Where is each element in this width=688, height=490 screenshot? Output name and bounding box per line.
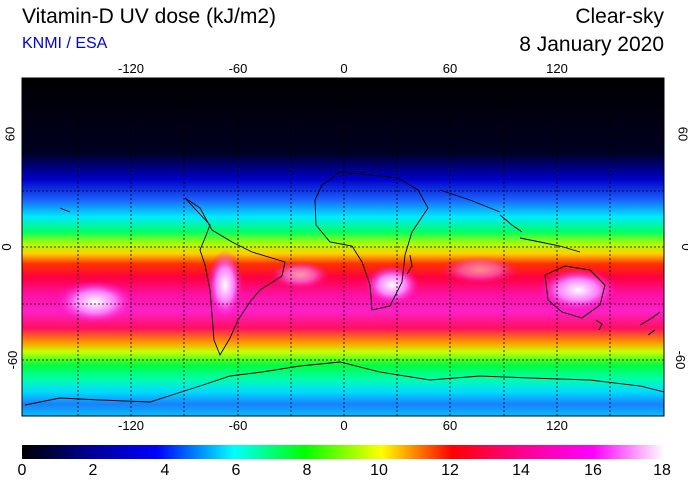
colorbar-label: 18 (653, 462, 671, 479)
colorbar-label: 4 (160, 462, 170, 479)
lat-tick-left: -60 (4, 350, 20, 370)
uv-dose-field (22, 78, 664, 416)
date-label: 8 January 2020 (519, 33, 664, 56)
lon-tick-top: -120 (117, 61, 145, 76)
map-frame (21, 77, 665, 417)
colorbar (22, 445, 664, 459)
lat-tick-left: 60 (2, 126, 18, 142)
lon-tick-bottom: -120 (117, 418, 145, 433)
credit-label: KNMI / ESA (22, 35, 108, 52)
lat-tick-right: 0 (679, 243, 688, 250)
colorbar-label: 10 (370, 462, 388, 479)
colorbar-label: 12 (441, 462, 459, 479)
colorbar-label: 8 (302, 462, 312, 479)
lon-tick-bottom: 60 (442, 418, 458, 433)
lon-tick-bottom: 120 (546, 418, 568, 433)
lat-tick-right: -60 (673, 350, 688, 370)
lon-tick-top: 60 (442, 61, 458, 76)
scenario-label: Clear-sky (575, 5, 664, 28)
graticule (22, 78, 664, 416)
colorbar-label: 14 (512, 462, 530, 479)
lon-tick-bottom: -60 (228, 418, 248, 433)
lat-tick-left: 0 (0, 243, 15, 251)
colorbar-label: 16 (584, 462, 602, 479)
lon-tick-top: 0 (340, 61, 348, 76)
coastlines (24, 171, 664, 406)
lon-tick-top: 120 (546, 61, 568, 76)
map-title: Vitamin-D UV dose (kJ/m2) (22, 5, 277, 28)
lon-tick-bottom: 0 (340, 418, 348, 433)
colorbar-label: 0 (17, 462, 27, 479)
colorbar-label: 2 (88, 462, 98, 479)
lon-tick-top: -60 (228, 61, 248, 76)
colorbar-label: 6 (231, 462, 241, 479)
lat-tick-right: 60 (675, 126, 688, 142)
